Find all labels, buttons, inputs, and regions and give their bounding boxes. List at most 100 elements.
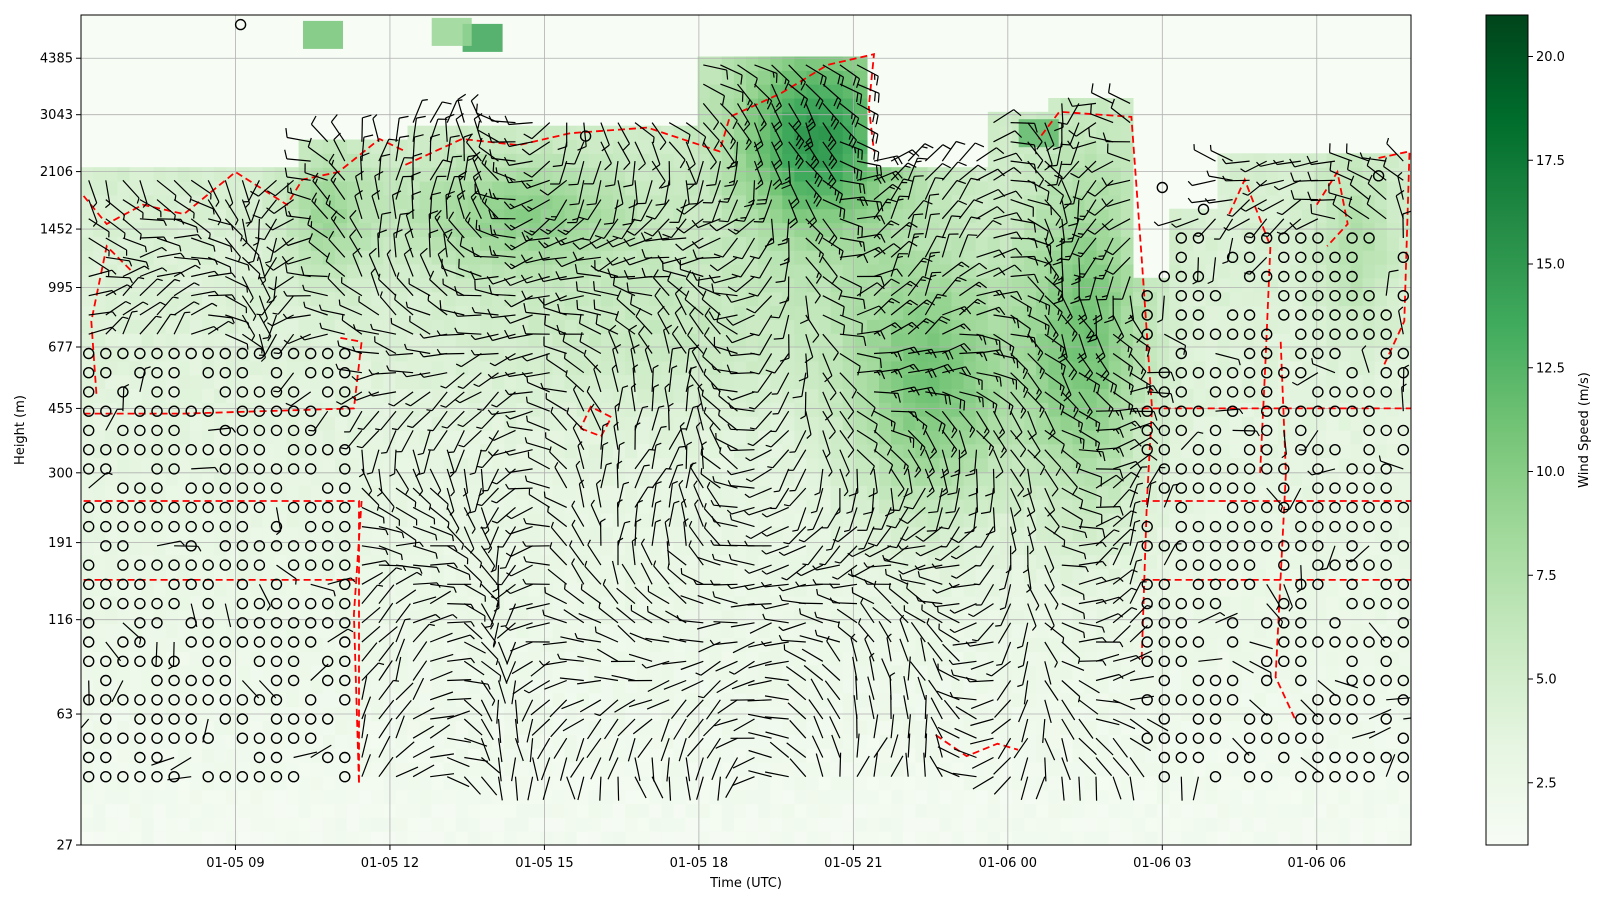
heat-cell [93, 817, 106, 832]
heat-cell [492, 208, 505, 224]
heat-cell [286, 319, 300, 334]
heat-cell [625, 388, 638, 403]
heat-cell [1072, 568, 1086, 583]
heat-cell [1241, 153, 1255, 168]
heat-cell [407, 692, 421, 708]
heat-cell [1120, 789, 1134, 805]
heat-cell [625, 402, 638, 417]
heat-cell [226, 817, 239, 832]
heat-cell [746, 457, 759, 473]
heat-cell [733, 305, 747, 320]
heat-cell [153, 803, 167, 818]
heat-cell [310, 609, 324, 625]
heat-cell [939, 374, 953, 390]
heat-cell [298, 291, 312, 307]
heat-cell [685, 443, 699, 459]
heat-cell [238, 762, 251, 777]
heat-cell [600, 125, 614, 141]
heat-cell [310, 416, 324, 431]
heat-cell [1012, 277, 1025, 293]
heat-cell [721, 70, 735, 85]
heat-cell [721, 568, 735, 583]
heat-cell [1193, 526, 1207, 542]
heat-cell [250, 194, 263, 210]
heat-cell [201, 554, 215, 569]
heat-cell [177, 333, 191, 348]
heat-cell [455, 374, 469, 390]
heat-cell [794, 554, 808, 569]
heat-cell [637, 125, 650, 141]
heat-cell [419, 194, 433, 210]
heat-cell [298, 734, 312, 749]
heat-cell [105, 277, 118, 293]
heat-cell [371, 803, 384, 818]
heat-cell [746, 513, 759, 528]
heat-cell [105, 775, 118, 791]
heat-cell [576, 388, 590, 403]
heat-cell [939, 291, 953, 307]
heat-cell [758, 333, 771, 348]
heat-cell [322, 831, 336, 845]
heat-cell [81, 651, 94, 666]
heat-cell [709, 651, 723, 666]
heat-cell [600, 222, 614, 237]
heat-cell [637, 692, 650, 708]
heat-cell [105, 319, 118, 334]
heat-cell [685, 789, 699, 805]
heat-cell [1241, 167, 1255, 182]
heat-cell [746, 167, 759, 182]
heat-cell [854, 153, 868, 168]
heat-cell [322, 250, 336, 265]
heat-cell [226, 526, 239, 542]
heat-cell [226, 803, 239, 818]
heat-cell [226, 236, 239, 251]
heat-cell [516, 651, 529, 666]
heat-cell [298, 277, 312, 293]
heat-cell [1157, 347, 1170, 362]
heat-cell [238, 526, 251, 542]
heat-cell [467, 485, 481, 500]
heat-cell [552, 264, 566, 279]
heat-cell [1241, 817, 1255, 832]
heat-cell [1120, 181, 1134, 196]
heat-cell [1205, 222, 1219, 237]
heat-cell [1048, 720, 1061, 735]
heat-cell [419, 831, 433, 845]
heat-cell [600, 291, 614, 307]
heat-cell [661, 374, 675, 390]
heat-cell [1169, 443, 1182, 459]
heat-cell [1145, 789, 1158, 805]
heat-cell [649, 651, 662, 666]
heat-cell [286, 748, 300, 763]
heat-cell [564, 125, 578, 141]
heat-cell [987, 803, 1001, 818]
heat-cell [443, 167, 457, 182]
heat-cell [359, 319, 372, 334]
heat-cell [286, 360, 300, 376]
heat-cell [141, 817, 155, 832]
heat-cell [891, 402, 904, 417]
heat-cell [879, 485, 892, 500]
heat-cell [709, 98, 723, 113]
heat-cell [625, 596, 638, 611]
heat-cell [129, 789, 143, 805]
heat-cell [758, 222, 771, 237]
heat-cell [540, 471, 554, 486]
heat-cell [564, 208, 578, 224]
heat-cell [117, 748, 130, 763]
heat-cell [322, 637, 336, 652]
heat-cell [395, 596, 409, 611]
heat-cell [649, 277, 662, 293]
heat-cell [1096, 457, 1110, 473]
heat-cell [1084, 457, 1098, 473]
heat-cell [153, 264, 167, 279]
heat-cell [1024, 457, 1037, 473]
heat-cell [770, 637, 783, 652]
heat-cell [214, 623, 227, 639]
heat-cell [201, 609, 215, 625]
heat-cell [528, 443, 542, 459]
heat-cell [516, 374, 529, 390]
heat-cell [1193, 305, 1207, 320]
heat-cell [588, 305, 602, 320]
heat-cell [806, 554, 820, 569]
